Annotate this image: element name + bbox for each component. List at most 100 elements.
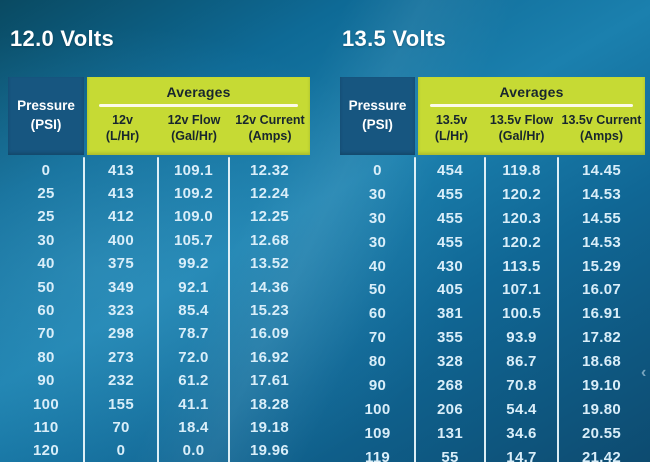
table-row: 90 232 61.2 17.61	[8, 369, 310, 392]
cell-flow-galhr: 0.0	[182, 442, 205, 460]
cell-flow-lhr: 412	[108, 208, 134, 226]
cell-flow-lhr: 400	[108, 231, 134, 249]
column-header-line2: (Gal/Hr)	[498, 129, 545, 144]
column-header-line1: 12v Flow	[167, 112, 221, 127]
cell-flow-lhr: 413	[108, 161, 134, 179]
averages-band: Averages 13.5v (L/Hr) 13.5v Flow (Gal/Hr…	[418, 76, 645, 155]
column-header-line2: (L/Hr)	[105, 129, 140, 144]
cell-current-amps: 19.18	[249, 418, 290, 436]
table-row: 30 455 120.2 14.53	[340, 182, 645, 206]
cell-current-amps: 18.68	[581, 353, 622, 371]
cell-pressure: 50	[37, 278, 55, 296]
cell-pressure: 100	[33, 395, 59, 413]
column-header-flow-galhr: 12v Flow (Gal/Hr)	[158, 112, 230, 146]
table-header-12v: Pressure (PSI) Averages 12v (L/Hr) 12v F…	[8, 76, 310, 155]
column-header-line1: 13.5v Current	[561, 112, 642, 127]
cell-flow-galhr: 119.8	[502, 161, 541, 179]
cell-current-amps: 12.24	[249, 185, 290, 203]
table-title-13-5v: 13.5 Volts	[342, 26, 447, 52]
pressure-header-line2: (PSI)	[30, 116, 62, 132]
averages-label: Averages	[166, 83, 231, 100]
cell-pressure: 70	[37, 325, 55, 343]
cell-flow-galhr: 109.1	[173, 161, 214, 179]
table-row: 119 55 14.7 21.42	[340, 445, 645, 462]
cell-pressure: 119	[364, 448, 391, 462]
pressure-header-cell: Pressure (PSI)	[340, 76, 415, 155]
cell-flow-galhr: 120.2	[501, 233, 542, 251]
column-header-line2: (L/Hr)	[434, 129, 469, 144]
column-header-line1: 12v Current	[235, 112, 305, 127]
table-row: 109 131 34.6 20.55	[340, 421, 645, 445]
cell-flow-lhr: 268	[437, 376, 463, 394]
cell-flow-galhr: 54.4	[506, 400, 537, 418]
cell-pressure: 90	[37, 372, 55, 390]
cell-flow-lhr: 455	[437, 233, 463, 251]
cell-pressure: 80	[37, 348, 55, 366]
cell-pressure: 40	[368, 257, 387, 275]
table-row: 50 349 92.1 14.36	[8, 275, 310, 298]
cell-flow-lhr: 405	[437, 281, 463, 299]
table-row: 50 405 107.1 16.07	[340, 278, 645, 302]
cell-current-amps: 16.91	[581, 305, 622, 323]
averages-label: Averages	[499, 83, 564, 100]
table-row: 30 400 105.7 12.68	[8, 229, 310, 252]
cell-flow-galhr: 105.7	[173, 231, 214, 249]
cell-pressure: 80	[368, 353, 387, 371]
cell-current-amps: 15.29	[581, 257, 622, 275]
cell-flow-galhr: 113.5	[502, 257, 541, 275]
chevron-left-icon[interactable]: ‹	[641, 364, 647, 381]
cell-pressure: 60	[37, 302, 55, 320]
cell-current-amps: 20.55	[581, 424, 622, 442]
cell-current-amps: 14.53	[581, 233, 622, 251]
table-row: 40 375 99.2 13.52	[8, 252, 310, 275]
cell-flow-galhr: 93.9	[506, 329, 537, 347]
cell-current-amps: 18.28	[249, 395, 290, 413]
cell-flow-galhr: 34.6	[506, 424, 537, 442]
cell-current-amps: 15.23	[249, 302, 290, 320]
table-row: 0 454 119.8 14.45	[340, 159, 645, 183]
cell-current-amps: 12.68	[249, 231, 290, 249]
table-row: 70 355 93.9 17.82	[340, 326, 645, 350]
cell-current-amps: 21.42	[581, 448, 622, 462]
table-row: 110 70 18.4 19.18	[8, 416, 310, 439]
cell-current-amps: 14.45	[581, 161, 622, 179]
cell-flow-galhr: 109.0	[173, 208, 214, 226]
table-rows: 0 413 109.1 12.32 25 413 109.2 12.24 25	[8, 159, 310, 462]
pressure-header-line1: Pressure	[348, 98, 407, 114]
table-row: 25 412 109.0 12.25	[8, 205, 310, 228]
column-header-flow-lhr: 13.5v (L/Hr)	[418, 112, 485, 146]
cell-pressure: 30	[37, 231, 55, 249]
cell-flow-galhr: 85.4	[178, 302, 209, 320]
cell-flow-lhr: 55	[441, 448, 459, 462]
column-header-line1: 13.5v Flow	[489, 112, 554, 127]
cell-pressure: 40	[37, 255, 55, 273]
cell-pressure: 0	[41, 161, 51, 179]
column-header-current: 13.5v Current (Amps)	[558, 112, 645, 146]
cell-pressure: 25	[37, 208, 55, 226]
cell-current-amps: 14.53	[581, 185, 622, 203]
cell-pressure: 0	[373, 161, 382, 179]
column-header-line2: (Gal/Hr)	[171, 129, 217, 144]
cell-flow-lhr: 155	[108, 395, 134, 413]
cell-current-amps: 12.32	[249, 161, 290, 179]
cell-flow-lhr: 430	[437, 257, 463, 275]
pressure-header-line1: Pressure	[17, 98, 75, 114]
table-row: 80 328 86.7 18.68	[340, 350, 645, 374]
cell-flow-galhr: 100.5	[501, 305, 542, 323]
cell-current-amps: 16.07	[581, 281, 622, 299]
table-row: 25 413 109.2 12.24	[8, 182, 310, 205]
pressure-header-cell: Pressure (PSI)	[8, 76, 84, 155]
cell-current-amps: 17.82	[581, 329, 622, 347]
cell-flow-galhr: 18.4	[178, 418, 209, 436]
cell-current-amps: 19.10	[581, 376, 622, 394]
cell-flow-lhr: 413	[108, 185, 134, 203]
column-header-line2: (Amps)	[248, 129, 292, 144]
table-row: 40 430 113.5 15.29	[340, 254, 645, 278]
pressure-header-line2: (PSI)	[362, 116, 393, 132]
table-row: 120 0 0.0 19.96	[8, 439, 310, 462]
cell-pressure: 30	[368, 185, 387, 203]
cell-current-amps: 12.25	[249, 208, 290, 226]
cell-flow-galhr: 99.2	[178, 255, 209, 273]
cell-current-amps: 14.36	[249, 278, 290, 296]
